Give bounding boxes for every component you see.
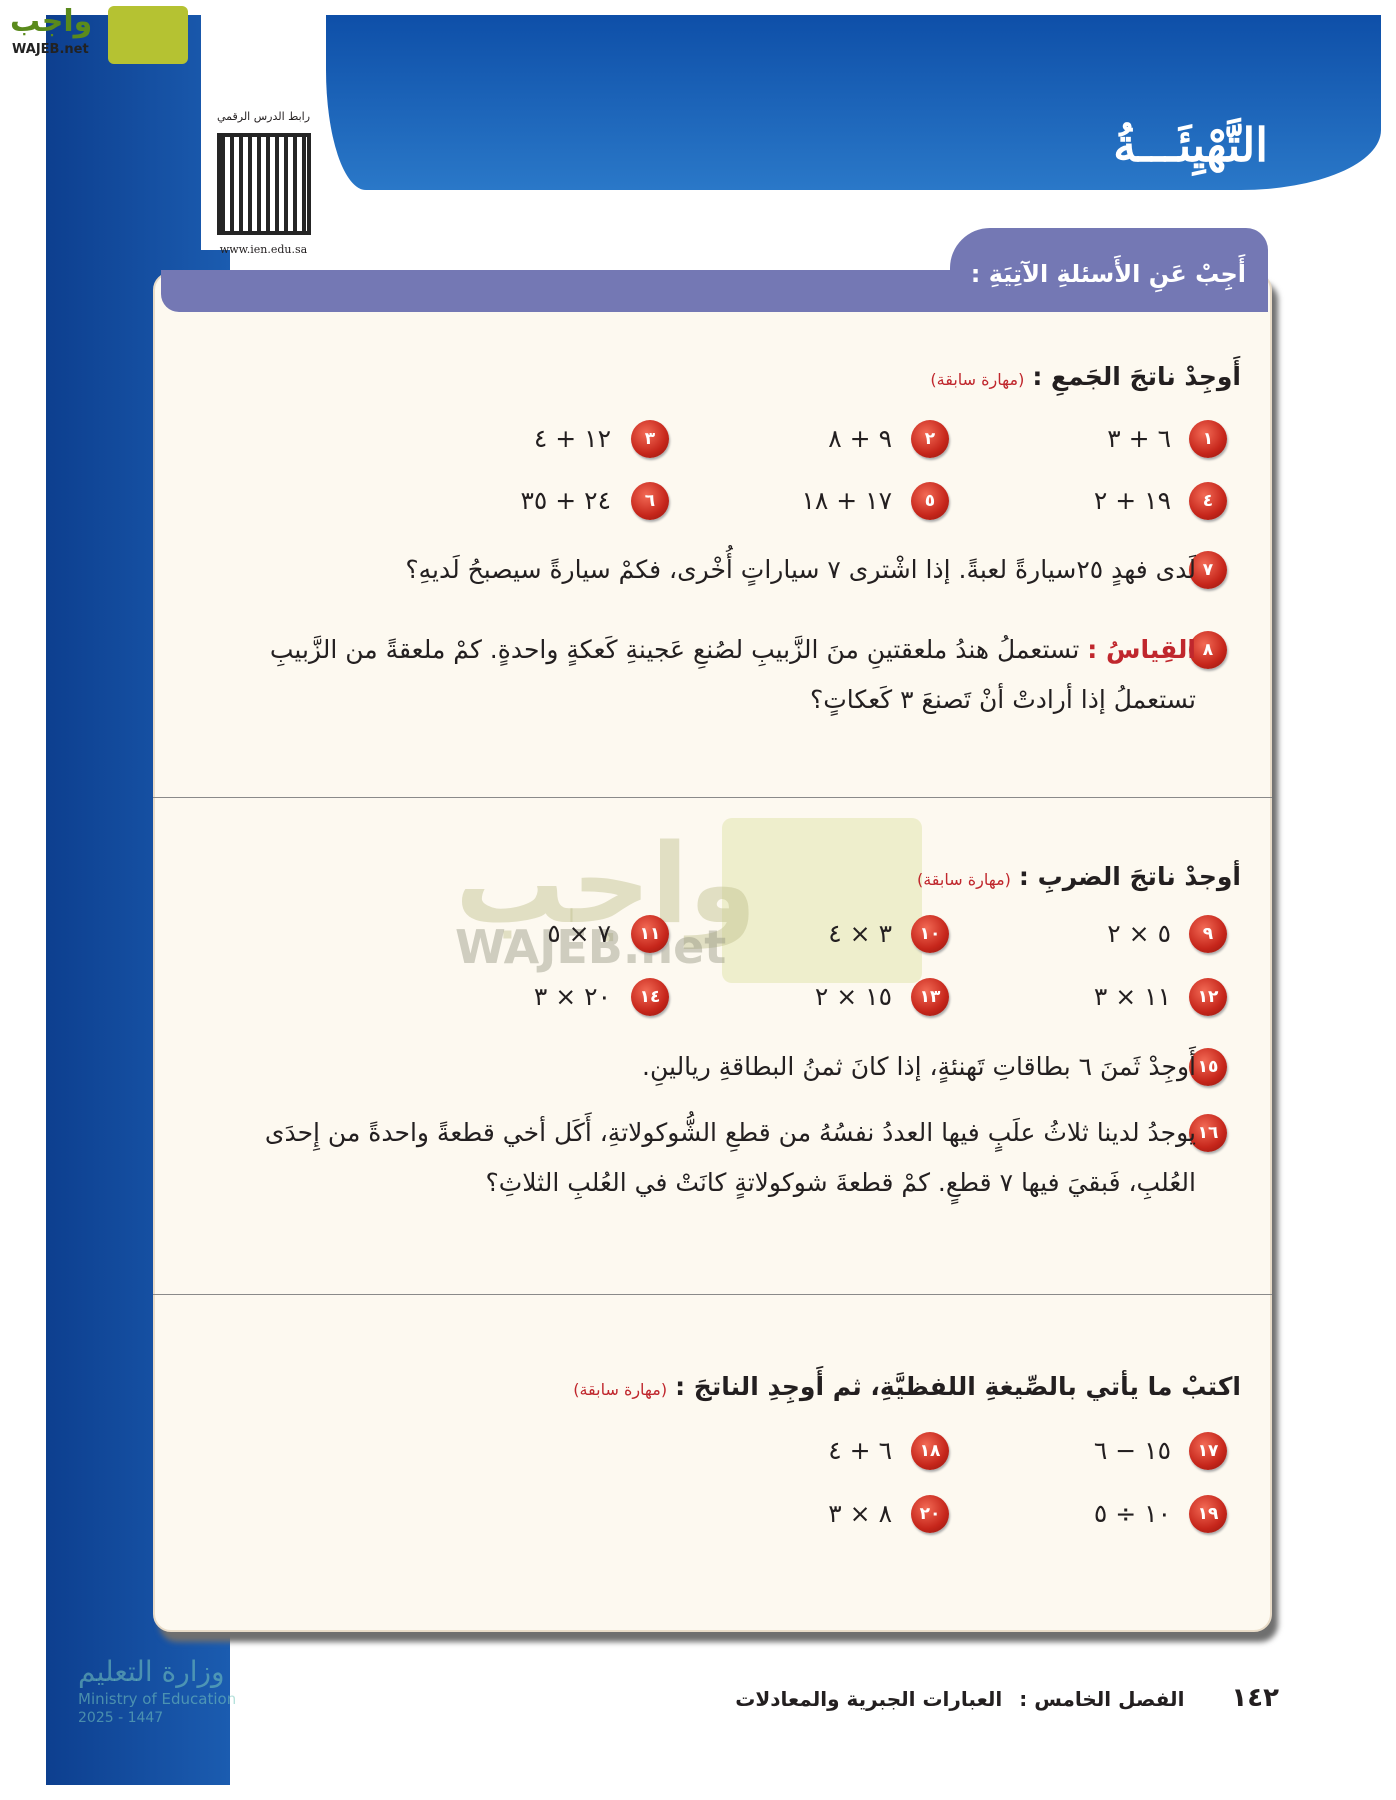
- word-problem: القِياسُ : تستعملُ هندُ ملعقتينِ منَ الز…: [196, 625, 1196, 725]
- exercise-expression: ٥ × ٢: [1107, 919, 1171, 948]
- problem-number-badge: ٨: [1189, 631, 1227, 669]
- section-heading: اكتبْ ما يأتي بالصِّيغةِ اللفظيَّةِ، ثم …: [573, 1372, 1241, 1401]
- footer: ١٤٢ الفصل الخامس : العبارات الجبرية والم…: [735, 1683, 1279, 1713]
- problem-number-badge: ١٦: [1189, 1114, 1227, 1152]
- ministry-year: 2025 - 1447: [78, 1710, 164, 1726]
- exercise-number-badge: ١٤: [631, 978, 669, 1016]
- skill-tag: (مهارة سابقة): [930, 370, 1025, 389]
- banner-text: أَجِبْ عَنِ الأَسئلةِ الآتِيَةِ :: [970, 260, 1246, 288]
- exercise-number-badge: ٤: [1189, 482, 1227, 520]
- chapter-title: العبارات الجبرية والمعادلات: [735, 1687, 1003, 1711]
- exercise-expression: ١٢ + ٤: [533, 424, 611, 453]
- exercise-expression: ١٩ + ٢: [1093, 486, 1171, 515]
- exercise-expression: ٦ + ٣: [1107, 424, 1171, 453]
- exercise-number-badge: ٣: [631, 420, 669, 458]
- problem-label: القِياسُ :: [1087, 635, 1196, 664]
- exercise-expression: ٢٤ + ٣٥: [520, 486, 611, 515]
- exercise-number-badge: ١٨: [911, 1432, 949, 1470]
- qr-code-icon[interactable]: [217, 133, 311, 235]
- exercise-expression: ٣ × ٤: [828, 919, 892, 948]
- exercise-number-badge: ١١: [631, 915, 669, 953]
- exercise-number-badge: ١٣: [911, 978, 949, 1016]
- exercise-expression: ٦ + ٤: [828, 1436, 892, 1465]
- problem-text: يوجدُ لدينا ثلاثُ علَبٍ فيها العددُ نفسُ…: [264, 1118, 1196, 1197]
- problem-text: تستعملُ هندُ ملعقتينِ منَ الزَّبيبِ لصُن…: [269, 635, 1196, 714]
- chapter-label: الفصل الخامس :: [1019, 1687, 1185, 1711]
- word-problem: أَوجِدْ ثَمنَ ٦ بطاقاتِ تَهنئةٍ، إذا كان…: [196, 1042, 1196, 1092]
- exercise-number-badge: ١٢: [1189, 978, 1227, 1016]
- problem-text: أَوجِدْ ثَمنَ ٦ بطاقاتِ تَهنئةٍ، إذا كان…: [642, 1052, 1196, 1081]
- exercise-expression: ١٠ ÷ ٥: [1093, 1499, 1171, 1528]
- exercise-expression: ١٧ + ١٨: [801, 486, 892, 515]
- exercise-expression: ٩ + ٨: [828, 424, 892, 453]
- section-heading: أَوجِدْ ناتجَ الجَمعِ : (مهارة سابقة): [930, 362, 1241, 391]
- exercise-number-badge: ١: [1189, 420, 1227, 458]
- exercise-number-badge: ١٩: [1189, 1495, 1227, 1533]
- exercise-number-badge: ١٧: [1189, 1432, 1227, 1470]
- page-number: ١٤٢: [1231, 1683, 1279, 1713]
- qr-url[interactable]: www.ien.edu.sa: [219, 243, 308, 256]
- qr-label: رابط الدرس الرقمي: [216, 110, 311, 123]
- exercise-expression: ١٥ − ٦: [1093, 1436, 1171, 1465]
- problem-number-badge: ٧: [1189, 551, 1227, 589]
- exercise-number-badge: ١٠: [911, 915, 949, 953]
- heading-text: أَوجِدْ ناتجَ الجَمعِ :: [1032, 362, 1241, 391]
- wajeb-logo-latin: WAJEB.net: [12, 42, 89, 57]
- page-title: التَّهْيِئَـــةُ: [1113, 118, 1268, 172]
- heading-text: اكتبْ ما يأتي بالصِّيغةِ اللفظيَّةِ، ثم …: [675, 1372, 1241, 1401]
- exercise-number-badge: ٥: [911, 482, 949, 520]
- divider: [153, 1294, 1272, 1295]
- ministry-logo: وزارة التعليم: [78, 1655, 225, 1688]
- heading-text: أوجدْ ناتجَ الضربِ :: [1018, 862, 1241, 891]
- exercise-number-badge: ٢٠: [911, 1495, 949, 1533]
- instruction-banner: [161, 270, 1263, 312]
- section-heading: أوجدْ ناتجَ الضربِ : (مهارة سابقة): [917, 862, 1241, 891]
- exercise-number-badge: ٩: [1189, 915, 1227, 953]
- qr-panel: رابط الدرس الرقمي www.ien.edu.sa: [201, 15, 326, 256]
- wajeb-logo[interactable]: واجب: [10, 4, 93, 39]
- exercise-expression: ٧ × ٥: [547, 919, 611, 948]
- problem-text: لَدى فهدٍ ٢٥سيارةً لعبةً. إذا اشْترى ٧ س…: [405, 555, 1196, 584]
- exercise-number-badge: ٦: [631, 482, 669, 520]
- exercise-expression: ٢٠ × ٣: [533, 982, 611, 1011]
- problem-number-badge: ١٥: [1189, 1048, 1227, 1086]
- exercise-expression: ١١ × ٣: [1093, 982, 1171, 1011]
- exercise-card: [153, 272, 1272, 1632]
- exercise-expression: ٨ × ٣: [828, 1499, 892, 1528]
- wajeb-book-icon: [108, 6, 188, 64]
- divider: [153, 797, 1272, 798]
- ministry-logo-en: Ministry of Education: [78, 1690, 237, 1708]
- watermark-latin: WAJEB.net: [455, 920, 727, 974]
- exercise-expression: ١٥ × ٢: [814, 982, 892, 1011]
- word-problem: لَدى فهدٍ ٢٥سيارةً لعبةً. إذا اشْترى ٧ س…: [196, 545, 1196, 595]
- watermark: واجب: [455, 820, 757, 948]
- skill-tag: (مهارة سابقة): [916, 870, 1011, 889]
- skill-tag: (مهارة سابقة): [573, 1380, 668, 1399]
- watermark-book-icon: [722, 818, 922, 983]
- header-band: [326, 15, 1381, 190]
- exercise-number-badge: ٢: [911, 420, 949, 458]
- word-problem: يوجدُ لدينا ثلاثُ علَبٍ فيها العددُ نفسُ…: [196, 1108, 1196, 1208]
